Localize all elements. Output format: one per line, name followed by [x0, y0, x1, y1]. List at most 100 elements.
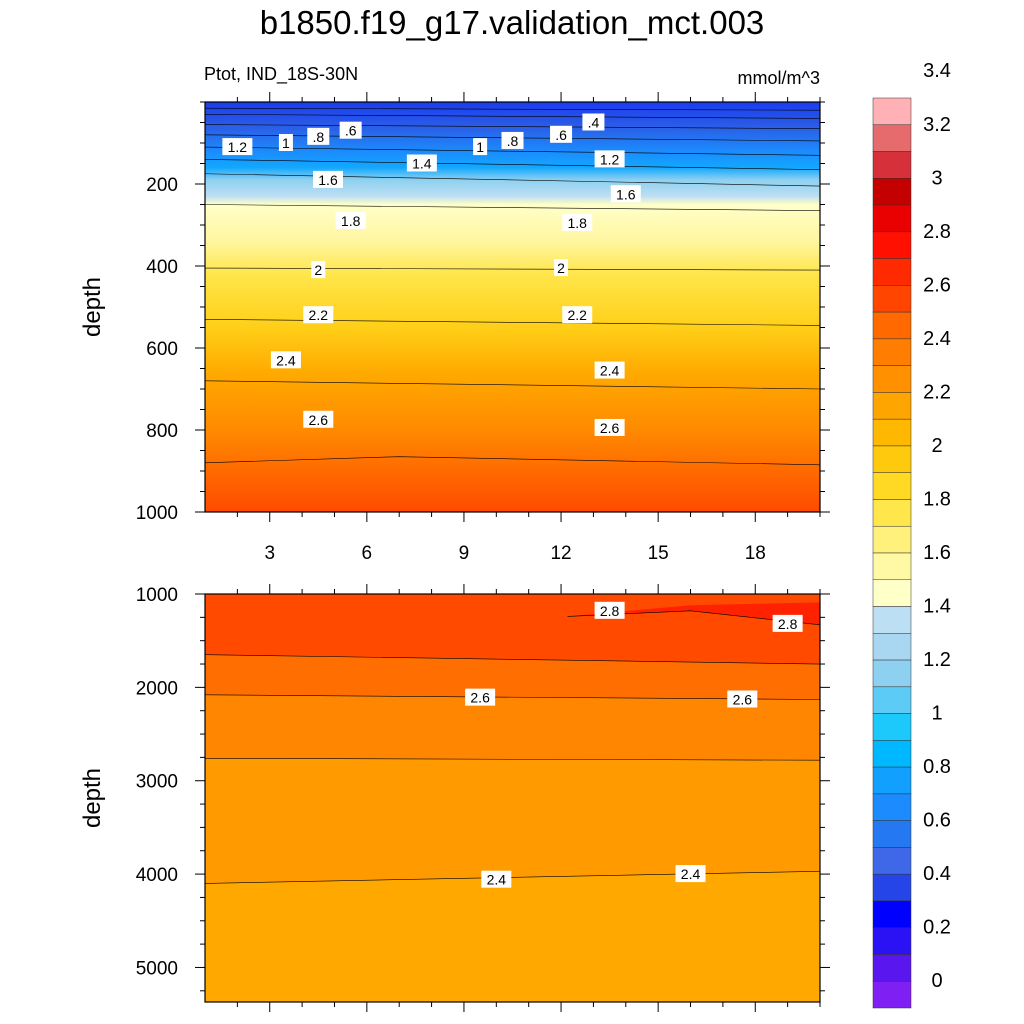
- contour-label: 1.2: [228, 139, 248, 155]
- top-contour-labels: .4 .6 .6 .8 .8 1 1 1.2 1.2 1.4 1.6 1.6 1.8 1.8 2 2 2.2 2.…: [222, 113, 641, 436]
- colorbar: 0 0.2 0.4 0.6 0.8 1 1.2 1.4 1.6 1.8 2 2.2 2.4 2.6 2.8 3…: [872, 60, 951, 1009]
- bottom-band: [205, 758, 820, 884]
- contour-label: 2.6: [470, 690, 490, 706]
- colorbar-swatch: [872, 793, 912, 821]
- colorbar-swatch: [872, 97, 912, 126]
- contour-label-box: [594, 361, 625, 379]
- contour-label-box: [594, 601, 625, 619]
- colorbar-swatch: [872, 445, 912, 473]
- contour-label: 2.2: [568, 307, 588, 323]
- colorbar-label: 0.4: [923, 863, 951, 885]
- x-tick-label: 15: [648, 543, 669, 564]
- contour-label: 1.4: [412, 156, 432, 172]
- x-tick-label: 12: [550, 543, 571, 564]
- colorbar-swatch: [872, 686, 912, 714]
- top-isolines: [204, 107, 821, 466]
- colorbar-swatch: [872, 151, 912, 179]
- contour-label: 2: [557, 260, 565, 276]
- colorbar-swatch: [872, 633, 912, 661]
- contour-label-box: [562, 213, 593, 231]
- contour-label-box: [501, 131, 524, 149]
- contour-label-box: [481, 870, 512, 888]
- colorbar-swatch: [872, 231, 912, 259]
- colorbar-label: 1.6: [923, 542, 951, 564]
- y-tick-label: 200: [146, 175, 178, 196]
- isoline-1.4: [204, 159, 821, 170]
- colorbar-swatch: [872, 873, 912, 902]
- y-tick-label: 5000: [136, 958, 178, 979]
- colorbar-swatch: [872, 392, 912, 420]
- colorbar-swatch: [872, 980, 912, 1009]
- contour-label: 2.4: [681, 866, 701, 882]
- colorbar-swatch: [872, 659, 912, 688]
- contour-label-box: [727, 690, 758, 708]
- bottom-band-max: [567, 602, 820, 625]
- contour-label-box: [550, 125, 573, 143]
- contour-label: 1.8: [341, 213, 361, 229]
- contour-label-box: [465, 688, 496, 706]
- colorbar-swatch: [872, 820, 912, 848]
- colorbar-swatch: [872, 499, 912, 527]
- y-tick-label: 2000: [136, 678, 178, 699]
- bottom-bands: [205, 594, 820, 1002]
- x-tick-label: 6: [362, 543, 373, 564]
- isoline-0.6: [204, 114, 821, 119]
- colorbar-label: 1.8: [923, 488, 951, 510]
- bottom-band: [205, 694, 820, 761]
- contour-label: 2.6: [733, 692, 753, 708]
- bottom-band: [205, 871, 820, 1002]
- contour-label: 1.8: [568, 215, 588, 231]
- isoline-2.6: [204, 654, 821, 665]
- isoline-2.6: [204, 694, 821, 700]
- colorbar-swatch: [872, 525, 912, 554]
- top-panel: .4 .6 .6 .8 .8 1 1 1.2 1.2 1.4 1.6 1.6 1.8 1.8 2 2 2.2 2.…: [79, 92, 830, 564]
- colorbar-swatch: [872, 847, 912, 875]
- contour-label-box: [406, 154, 437, 172]
- colorbar-label: 1: [931, 703, 942, 725]
- contour-label-box: [582, 113, 605, 131]
- isoline-1.6: [204, 173, 821, 187]
- y-axis-title: depth: [79, 768, 106, 828]
- contour-label-box: [473, 138, 488, 156]
- isoline-2: [204, 267, 821, 271]
- contour-label-box: [675, 865, 706, 883]
- contour-label: 1.6: [616, 186, 636, 202]
- bottom-axes: 1000 2000 3000 4000 5000 depth: [79, 584, 830, 1012]
- colorbar-swatch: [872, 954, 912, 982]
- colorbar-swatch: [872, 766, 912, 795]
- colorbar-swatch: [872, 338, 912, 366]
- colorbar-swatch: [872, 311, 912, 340]
- colorbar-swatch: [872, 552, 912, 581]
- contour-label-box: [594, 150, 625, 168]
- chart-subtitle-left: Ptot, IND_18S-30N: [204, 64, 359, 84]
- contour-label-box: [610, 185, 641, 203]
- x-tick-label: 9: [459, 543, 470, 564]
- contour-label: 1: [282, 135, 290, 151]
- contour-label: 1: [476, 139, 484, 155]
- contour-label: .8: [507, 133, 519, 149]
- bottom-band: [205, 654, 820, 700]
- bottom-panel: 2.8 2.8 2.6 2.6 2.4 2.4 1000 2000 3000 4000 5000 d…: [79, 584, 830, 1012]
- x-tick-label: 18: [745, 543, 766, 564]
- contour-label: 2.6: [600, 420, 620, 436]
- colorbar-swatch: [872, 900, 912, 928]
- contour-label-box: [339, 121, 362, 139]
- colorbar-swatch: [872, 472, 912, 500]
- y-tick-label: 800: [146, 421, 178, 442]
- top-plot-area: [205, 102, 820, 512]
- contour-label-box: [278, 134, 293, 151]
- colorbar-label: 2.4: [923, 328, 951, 350]
- colorbar-label: 0.6: [923, 810, 951, 832]
- contour-label: 2.4: [276, 352, 296, 368]
- colorbar-swatch: [872, 740, 912, 768]
- colorbar-label: 3.4: [923, 60, 951, 82]
- contour-label: 2.4: [487, 872, 507, 888]
- y-axis-title: depth: [79, 277, 106, 337]
- colorbar-label: 1.4: [923, 596, 951, 618]
- contour-label-box: [270, 351, 301, 369]
- contour-label-box: [562, 306, 593, 324]
- colorbar-label: 0.8: [923, 756, 951, 778]
- contour-label-box: [303, 306, 334, 324]
